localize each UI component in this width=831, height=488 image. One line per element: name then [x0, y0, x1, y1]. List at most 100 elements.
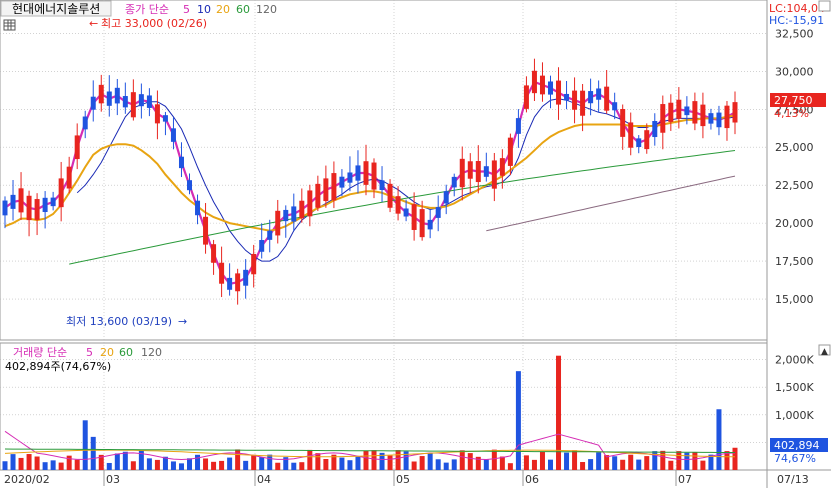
candle[interactable] — [315, 175, 321, 212]
candle[interactable] — [26, 190, 32, 237]
vol-legend-20[interactable]: 20 — [100, 346, 114, 359]
candle[interactable] — [122, 82, 128, 114]
candle[interactable] — [90, 80, 96, 122]
candle[interactable] — [467, 153, 473, 194]
candle[interactable] — [331, 161, 337, 209]
candle[interactable] — [283, 205, 289, 238]
candle[interactable] — [259, 223, 265, 259]
candle[interactable] — [267, 219, 273, 253]
candle[interactable] — [475, 145, 481, 194]
candle[interactable] — [724, 100, 730, 141]
volume-bar[interactable] — [419, 456, 425, 470]
candle[interactable] — [556, 67, 562, 120]
volume-bar[interactable] — [251, 454, 257, 470]
candle[interactable] — [395, 186, 401, 221]
volume-bar[interactable] — [692, 452, 698, 470]
volume-bar[interactable] — [219, 460, 225, 470]
candle[interactable] — [10, 179, 16, 221]
candle[interactable] — [195, 194, 201, 225]
candle[interactable] — [700, 92, 706, 139]
volume-bar[interactable] — [106, 462, 112, 470]
volume-bar[interactable] — [195, 454, 201, 470]
candle[interactable] — [170, 117, 176, 150]
candle[interactable] — [114, 78, 120, 116]
volume-bar[interactable] — [612, 456, 618, 470]
candle[interactable] — [411, 192, 417, 241]
volume-bar[interactable] — [235, 449, 241, 470]
volume-bar[interactable] — [499, 456, 505, 470]
volume-bar[interactable] — [10, 454, 16, 470]
volume-bar[interactable] — [363, 450, 369, 470]
candle[interactable] — [668, 94, 674, 131]
candle[interactable] — [42, 191, 48, 229]
volume-bar[interactable] — [323, 458, 329, 470]
candle[interactable] — [547, 75, 553, 109]
candle[interactable] — [371, 158, 377, 199]
volume-bar[interactable] — [507, 463, 513, 470]
volume-bar[interactable] — [283, 457, 289, 470]
vol-legend-60[interactable]: 60 — [119, 346, 133, 359]
candle[interactable] — [58, 161, 64, 222]
candle[interactable] — [130, 79, 136, 121]
candle[interactable] — [644, 123, 650, 154]
volume-bar[interactable] — [515, 371, 521, 470]
volume-bar[interactable] — [572, 450, 578, 470]
candle[interactable] — [580, 83, 586, 132]
candle[interactable] — [50, 191, 56, 211]
candle[interactable] — [307, 184, 313, 227]
volume-bar[interactable] — [644, 456, 650, 470]
candle[interactable] — [443, 184, 449, 215]
volume-bar[interactable] — [162, 456, 168, 470]
volume-bar[interactable] — [724, 451, 730, 470]
price-panel[interactable] — [0, 0, 768, 341]
volume-bar[interactable] — [339, 457, 345, 470]
volume-bar[interactable] — [596, 452, 602, 470]
volume-bar[interactable] — [315, 453, 321, 470]
volume-bar[interactable] — [676, 451, 682, 470]
candle[interactable] — [612, 92, 618, 120]
volume-bar[interactable] — [347, 460, 353, 470]
candle[interactable] — [692, 92, 698, 131]
volume-bar[interactable] — [539, 451, 545, 470]
vol-legend-120[interactable]: 120 — [141, 346, 162, 359]
volume-bar[interactable] — [66, 455, 72, 470]
candle[interactable] — [227, 263, 233, 296]
candle[interactable] — [588, 78, 594, 116]
vol-legend-5[interactable]: 5 — [86, 346, 93, 359]
candle[interactable] — [403, 199, 409, 222]
volume-bar[interactable] — [403, 451, 409, 470]
candle[interactable] — [499, 149, 505, 189]
candle[interactable] — [347, 156, 353, 192]
volume-bar[interactable] — [652, 451, 658, 470]
volume-bar[interactable] — [708, 454, 714, 470]
volume-bar[interactable] — [556, 355, 562, 470]
candle[interactable] — [564, 81, 570, 110]
volume-bar[interactable] — [443, 462, 449, 470]
volume-bar[interactable] — [243, 460, 249, 470]
candle[interactable] — [219, 246, 225, 298]
volume-bar[interactable] — [42, 462, 48, 470]
volume-bar[interactable] — [299, 462, 305, 470]
volume-bar[interactable] — [146, 458, 152, 470]
candle[interactable] — [507, 133, 513, 176]
candle[interactable] — [18, 172, 24, 221]
volume-bar[interactable] — [636, 459, 642, 470]
volume-bar[interactable] — [475, 456, 481, 470]
volume-bar[interactable] — [716, 409, 722, 470]
volume-bar[interactable] — [98, 454, 104, 470]
candle[interactable] — [427, 209, 433, 239]
volume-bar[interactable] — [684, 452, 690, 470]
candle[interactable] — [387, 179, 393, 213]
candle[interactable] — [515, 109, 521, 148]
ma-legend-20[interactable]: 20 — [216, 3, 230, 16]
candle[interactable] — [355, 150, 361, 194]
volume-bar[interactable] — [531, 459, 537, 470]
volume-bar[interactable] — [90, 436, 96, 470]
volume-bar[interactable] — [395, 450, 401, 470]
ma-legend-120[interactable]: 120 — [256, 3, 277, 16]
volume-bar[interactable] — [267, 454, 273, 470]
candle[interactable] — [628, 112, 634, 156]
candle[interactable] — [684, 96, 690, 125]
candle[interactable] — [491, 152, 497, 202]
candle[interactable] — [299, 188, 305, 223]
